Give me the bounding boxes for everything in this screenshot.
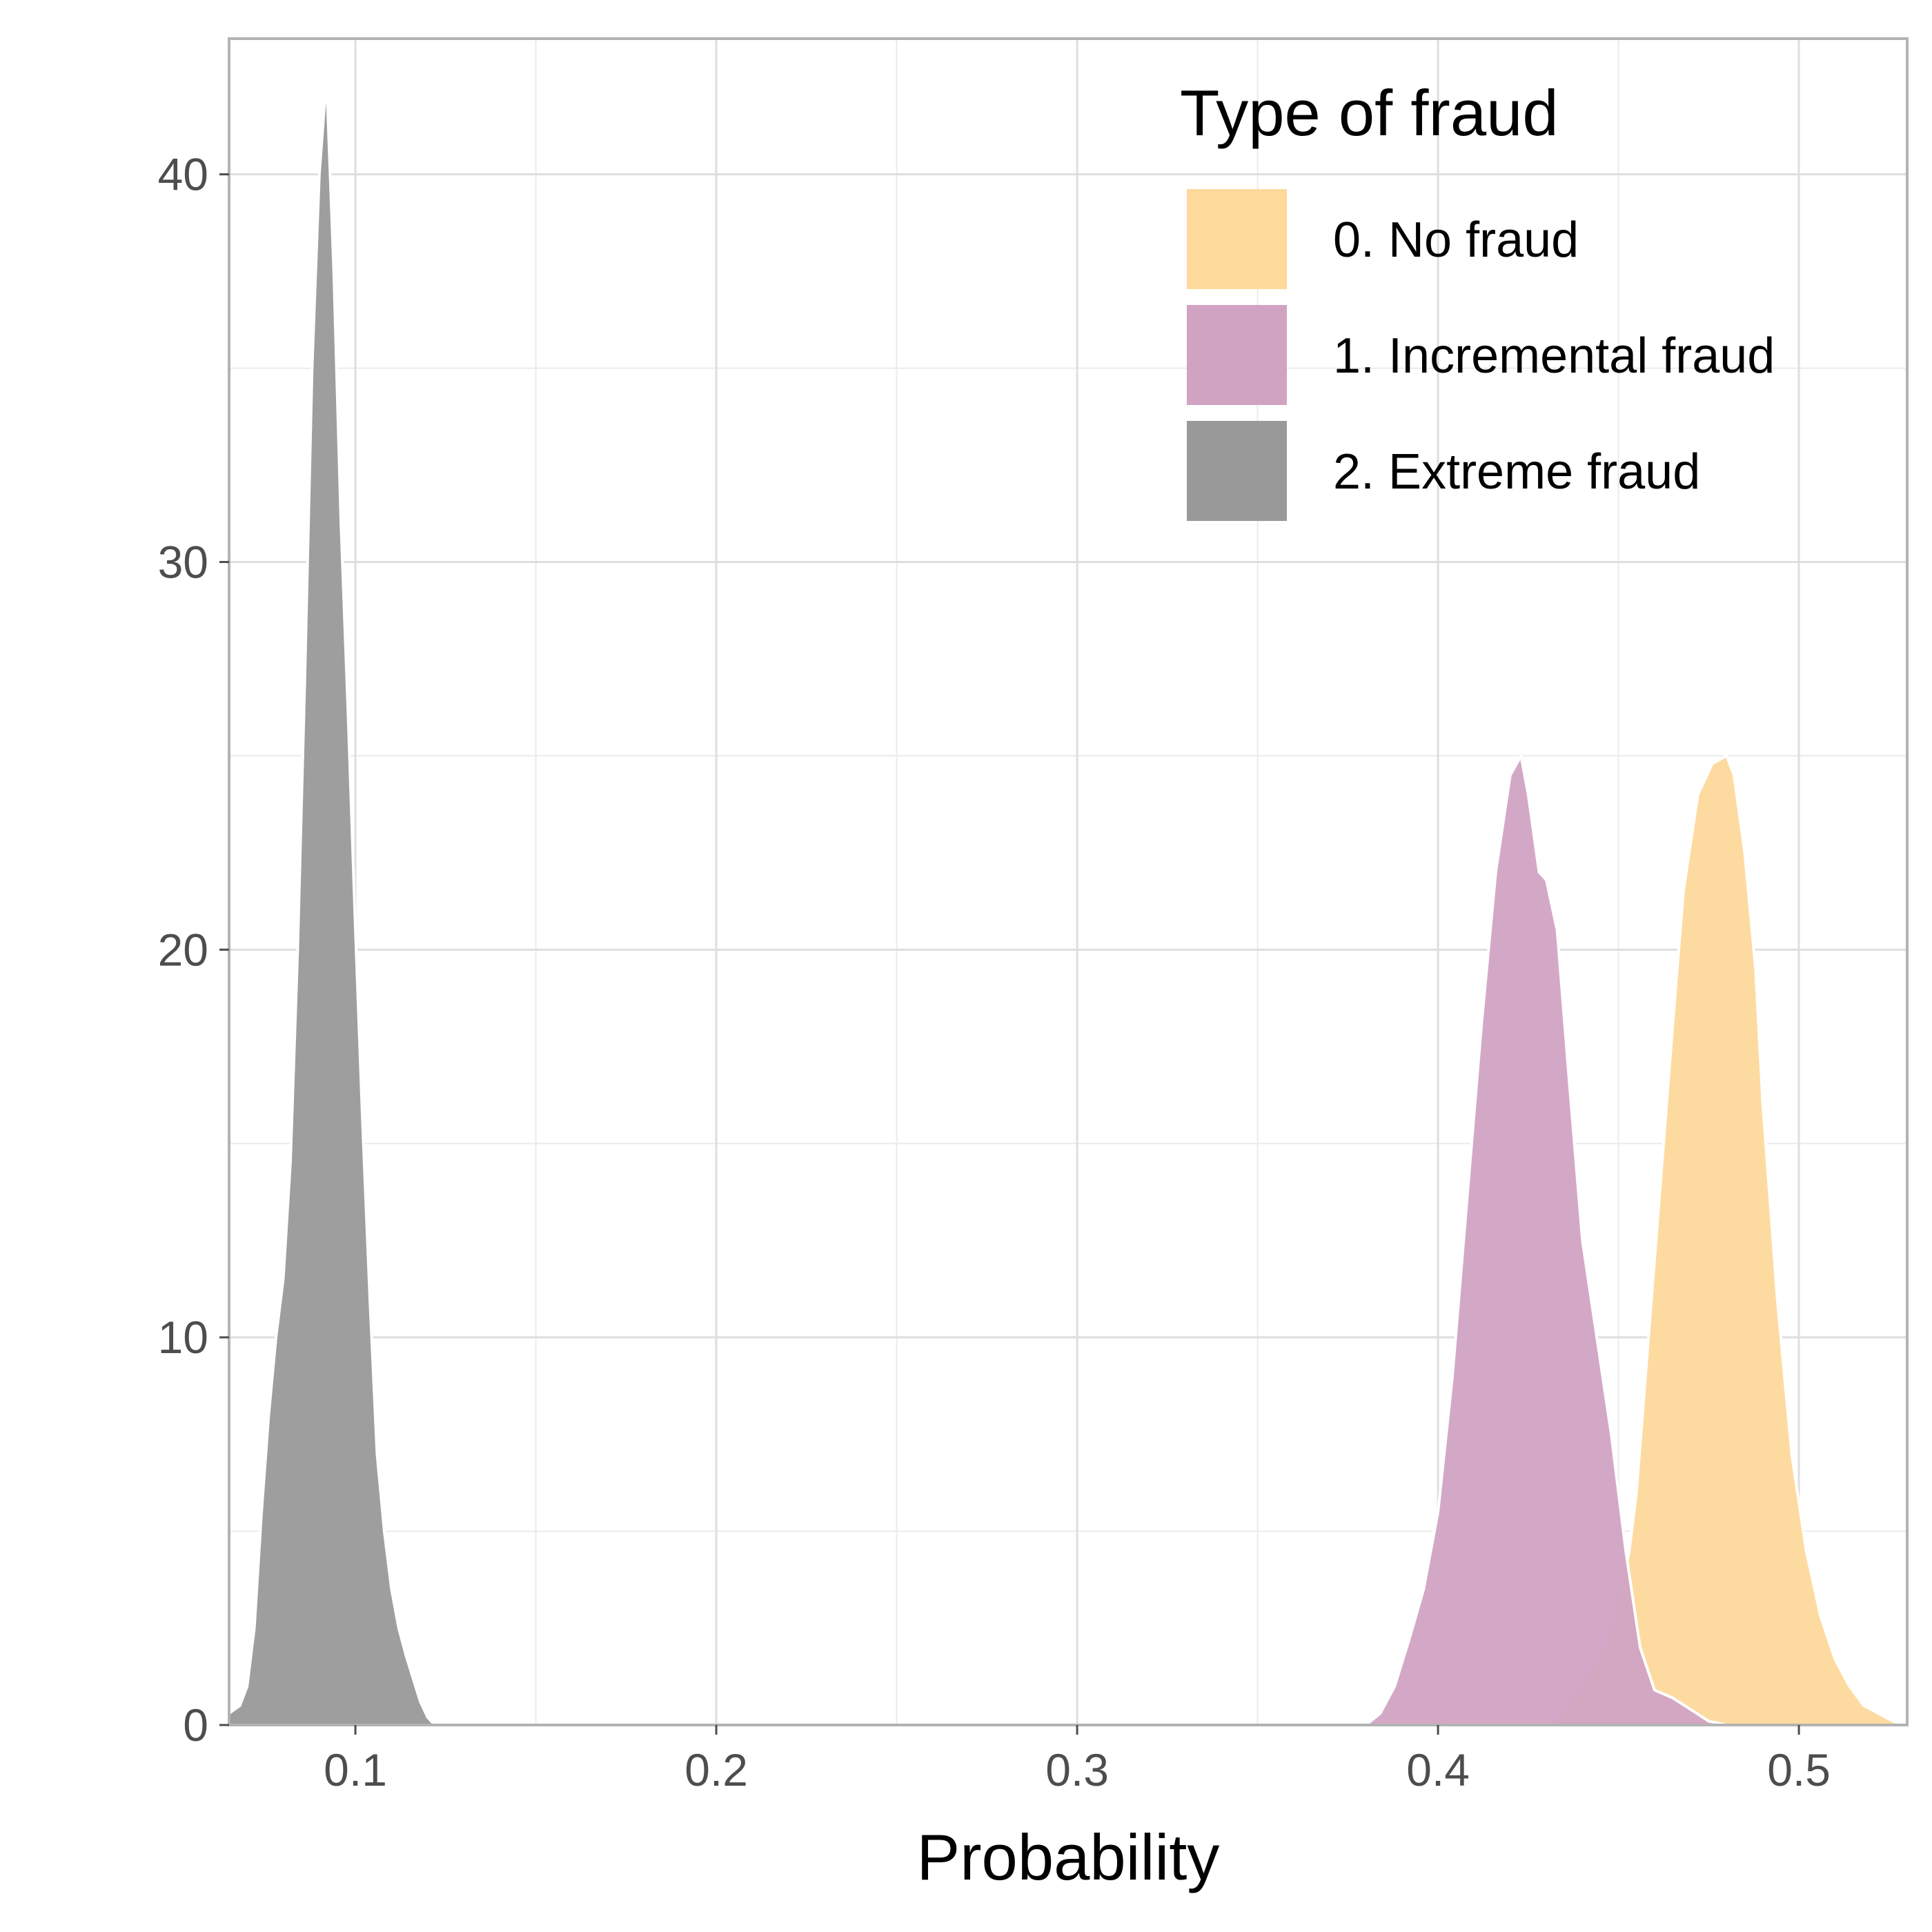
x-tick-label: 0.4 [1406,1744,1470,1795]
y-tick-label: 10 [158,1312,208,1363]
legend-swatch [1187,189,1287,289]
plot-panel-border [228,37,1909,1726]
x-tick-label: 0.1 [324,1744,387,1795]
y-tick-label: 40 [158,149,208,200]
legend-swatch [1187,305,1287,405]
axis-ticks [219,173,1800,1735]
x-axis-title: Probability [917,1821,1220,1893]
y-tick-label: 30 [158,536,208,587]
axis-tick-labels: 0.1 0.2 0.3 0.4 0.5 0 10 20 30 40 [158,149,1831,1795]
legend-title: Type of fraud [1180,77,1559,149]
legend-label: 2. Extreme fraud [1333,444,1700,500]
y-tick-label: 0 [183,1699,208,1751]
x-tick-label: 0.5 [1767,1744,1831,1795]
density-area-series-0 [1552,754,1909,1726]
density-area-series-1 [1364,754,1728,1726]
legend-swatch [1187,421,1287,521]
legend-label: 0. No fraud [1333,213,1579,268]
y-tick-label: 20 [158,924,208,975]
density-area-series-2 [228,76,437,1726]
legend-label: 1. Incremental fraud [1333,328,1775,384]
density-areas [228,76,1909,1726]
x-tick-label: 0.2 [684,1744,748,1795]
legend: Type of fraud 0. No fraud 1. Incremental … [1180,77,1775,521]
legend-items: 0. No fraud 1. Incremental fraud 2. Extrem… [1187,189,1775,521]
x-tick-label: 0.3 [1045,1744,1109,1795]
